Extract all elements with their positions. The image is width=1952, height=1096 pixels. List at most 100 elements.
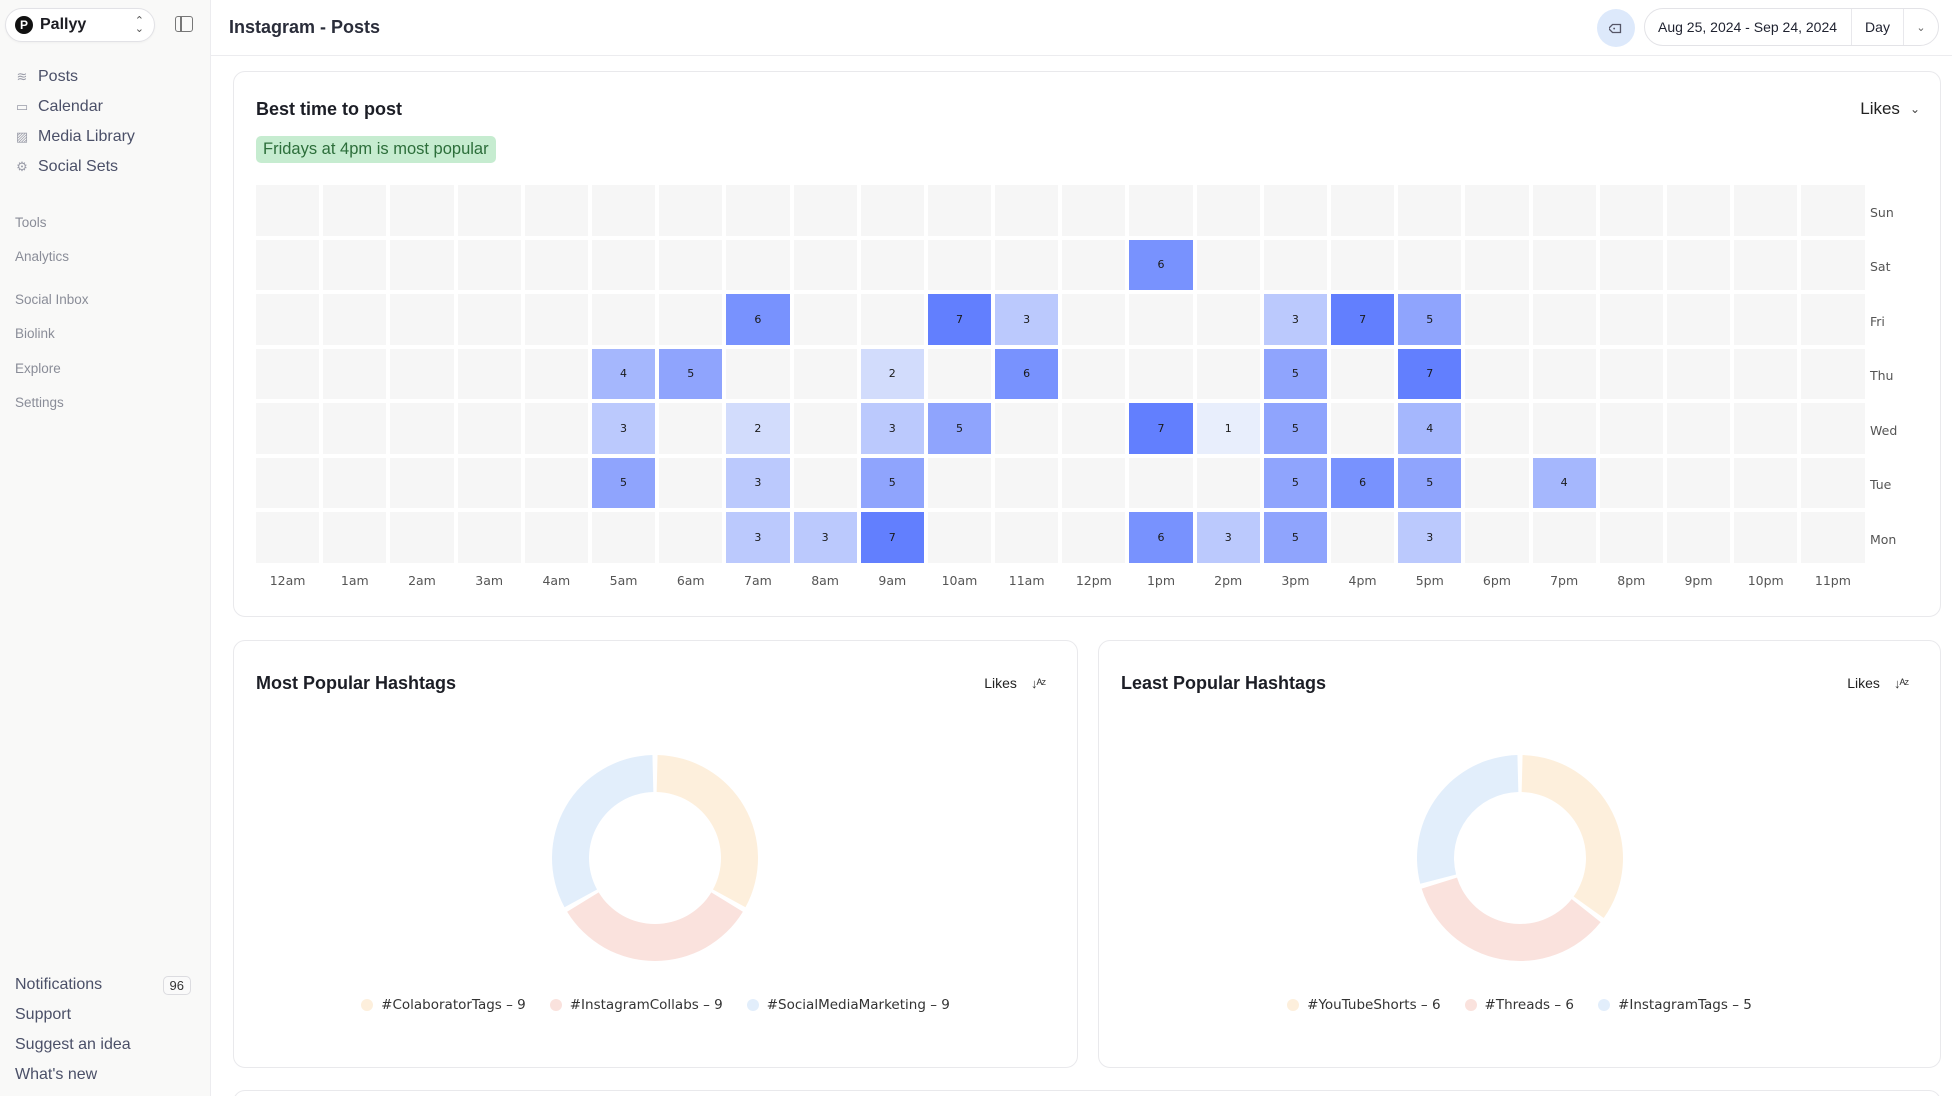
heatmap-cell[interactable] xyxy=(390,512,454,563)
donut-segment[interactable] xyxy=(1421,877,1601,961)
heatmap-cell[interactable] xyxy=(1734,512,1798,563)
heatmap-cell[interactable] xyxy=(390,457,454,508)
heatmap-cell[interactable] xyxy=(793,239,857,290)
heatmap-cell[interactable] xyxy=(524,457,588,508)
heatmap-cell[interactable] xyxy=(256,185,320,236)
workspace-switcher[interactable]: P Pallyy ⌃ ⌄ xyxy=(5,8,155,42)
heatmap-cell[interactable] xyxy=(1801,185,1865,236)
heatmap-cell[interactable] xyxy=(591,512,656,563)
heatmap-cell[interactable]: 2 xyxy=(860,348,924,399)
donut-segment[interactable] xyxy=(1417,755,1519,884)
heatmap-cell[interactable] xyxy=(860,239,924,290)
heatmap-cell[interactable]: 1 xyxy=(1196,403,1260,454)
heatmap-cell[interactable] xyxy=(1196,185,1260,236)
heatmap-cell[interactable] xyxy=(457,512,521,563)
heatmap-cell[interactable] xyxy=(659,403,723,454)
heatmap-cell[interactable] xyxy=(1666,185,1731,236)
heatmap-cell[interactable] xyxy=(1532,403,1596,454)
legend-item[interactable]: #ColaboratorTags – 9 xyxy=(361,997,526,1013)
heatmap-cell[interactable] xyxy=(1599,512,1663,563)
heatmap-cell[interactable]: 5 xyxy=(1263,403,1327,454)
heatmap-cell[interactable] xyxy=(1062,512,1126,563)
heatmap-cell[interactable] xyxy=(1129,294,1193,345)
sidebar-item-calendar[interactable]: ▭ Calendar xyxy=(15,92,135,122)
heatmap-cell[interactable] xyxy=(1129,457,1193,508)
least-popular-sort-button[interactable]: Likes ↓ᴬᶻ xyxy=(1847,675,1909,691)
heatmap-cell[interactable] xyxy=(1801,239,1865,290)
heatmap-cell[interactable] xyxy=(726,239,790,290)
heatmap-cell[interactable]: 5 xyxy=(1263,348,1327,399)
heatmap-cell[interactable] xyxy=(927,185,992,236)
heatmap-cell[interactable] xyxy=(323,239,387,290)
heatmap-cell[interactable] xyxy=(927,348,992,399)
heatmap-cell[interactable]: 3 xyxy=(1196,512,1260,563)
heatmap-cell[interactable]: 5 xyxy=(860,457,924,508)
heatmap-cell[interactable] xyxy=(323,403,387,454)
date-range-button[interactable]: Aug 25, 2024 - Sep 24, 2024 xyxy=(1645,9,1853,45)
heatmap-cell[interactable] xyxy=(1129,185,1193,236)
heatmap-cell[interactable] xyxy=(793,403,857,454)
heatmap-cell[interactable]: 3 xyxy=(793,512,857,563)
legend-item[interactable]: #Threads – 6 xyxy=(1464,997,1574,1013)
heatmap-cell[interactable] xyxy=(1465,348,1529,399)
heatmap-cell[interactable] xyxy=(1532,239,1596,290)
heatmap-cell[interactable] xyxy=(793,348,857,399)
heatmap-cell[interactable] xyxy=(1331,512,1395,563)
heatmap-cell[interactable] xyxy=(995,185,1059,236)
heatmap-cell[interactable]: 6 xyxy=(1331,457,1395,508)
heatmap-cell[interactable]: 3 xyxy=(591,403,656,454)
heatmap-cell[interactable] xyxy=(1734,294,1798,345)
heatmap-cell[interactable]: 7 xyxy=(1129,403,1193,454)
heatmap-cell[interactable]: 3 xyxy=(995,294,1059,345)
heatmap-cell[interactable] xyxy=(457,457,521,508)
heatmap-cell[interactable] xyxy=(927,457,992,508)
heatmap-cell[interactable]: 5 xyxy=(1263,457,1327,508)
heatmap-cell[interactable] xyxy=(1398,239,1462,290)
heatmap-cell[interactable] xyxy=(1196,239,1260,290)
heatmap-cell[interactable] xyxy=(1532,294,1596,345)
heatmap-cell[interactable]: 3 xyxy=(860,403,924,454)
heatmap-cell[interactable] xyxy=(995,239,1059,290)
heatmap-cell[interactable] xyxy=(1599,185,1663,236)
heatmap-cell[interactable] xyxy=(1532,348,1596,399)
heatmap-cell[interactable] xyxy=(1062,457,1126,508)
heatmap-cell[interactable] xyxy=(457,294,521,345)
heatmap-cell[interactable]: 7 xyxy=(1331,294,1395,345)
heatmap-cell[interactable]: 7 xyxy=(1398,348,1462,399)
heatmap-cell[interactable] xyxy=(591,185,656,236)
heatmap-cell[interactable]: 6 xyxy=(1129,239,1193,290)
heatmap-cell[interactable] xyxy=(1129,348,1193,399)
heatmap-cell[interactable] xyxy=(659,294,723,345)
sidebar-item-analytics[interactable]: Analytics xyxy=(15,249,70,265)
sidebar-item-media-library[interactable]: ▨ Media Library xyxy=(15,122,135,152)
heatmap-cell[interactable] xyxy=(659,457,723,508)
heatmap-cell[interactable] xyxy=(1331,348,1395,399)
sidebar-item-social-inbox[interactable]: Social Inbox xyxy=(15,291,89,307)
sidebar-item-tools[interactable]: Tools xyxy=(15,214,47,230)
heatmap-cell[interactable] xyxy=(1263,239,1327,290)
heatmap-cell[interactable] xyxy=(524,348,588,399)
heatmap-cell[interactable] xyxy=(1331,403,1395,454)
heatmap-cell[interactable]: 3 xyxy=(726,512,790,563)
heatmap-cell[interactable]: 5 xyxy=(659,348,723,399)
sidebar-item-settings[interactable]: Settings xyxy=(15,395,64,411)
heatmap-cell[interactable] xyxy=(1599,348,1663,399)
heatmap-cell[interactable] xyxy=(1062,348,1126,399)
heatmap-cell[interactable] xyxy=(1801,294,1865,345)
heatmap-cell[interactable] xyxy=(1734,239,1798,290)
heatmap-cell[interactable] xyxy=(726,348,790,399)
heatmap-cell[interactable] xyxy=(457,348,521,399)
heatmap-cell[interactable] xyxy=(726,185,790,236)
most-popular-sort-button[interactable]: Likes ↓ᴬᶻ xyxy=(984,675,1046,691)
sidebar-toggle-icon[interactable] xyxy=(175,16,193,32)
heatmap-cell[interactable] xyxy=(524,239,588,290)
heatmap-cell[interactable] xyxy=(1465,403,1529,454)
heatmap-cell[interactable] xyxy=(1734,403,1798,454)
sidebar-item-explore[interactable]: Explore xyxy=(15,360,61,376)
heatmap-cell[interactable] xyxy=(659,185,723,236)
heatmap-cell[interactable] xyxy=(1801,403,1865,454)
legend-item[interactable]: #InstagramCollabs – 9 xyxy=(549,997,723,1013)
heatmap-cell[interactable] xyxy=(591,294,656,345)
heatmap-cell[interactable] xyxy=(1599,239,1663,290)
heatmap-cell[interactable] xyxy=(1801,348,1865,399)
